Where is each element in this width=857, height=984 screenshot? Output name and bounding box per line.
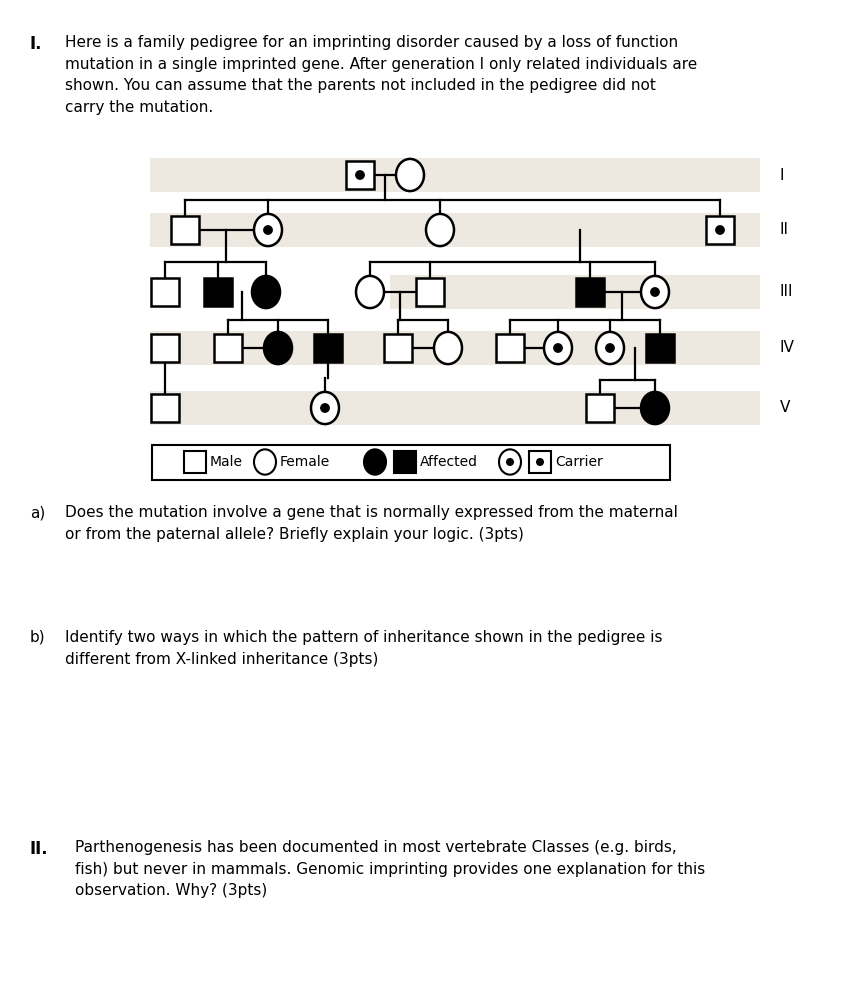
Bar [496, 334, 524, 362]
Bar [346, 161, 374, 189]
Ellipse shape [252, 276, 280, 308]
Bar [204, 278, 232, 306]
Ellipse shape [396, 158, 424, 191]
Bar [150, 213, 760, 247]
Circle shape [506, 459, 513, 465]
Circle shape [536, 459, 543, 465]
Text: II: II [780, 222, 789, 237]
Circle shape [264, 225, 273, 234]
Text: Affected: Affected [420, 455, 478, 469]
Bar [384, 334, 412, 362]
Ellipse shape [434, 332, 462, 364]
Bar [390, 275, 760, 309]
Bar [576, 278, 604, 306]
Circle shape [356, 171, 364, 179]
Bar [586, 394, 614, 422]
Text: a): a) [30, 505, 45, 520]
Text: I: I [780, 167, 784, 182]
Text: b): b) [30, 630, 45, 645]
Ellipse shape [544, 332, 572, 364]
Text: IV: IV [780, 340, 795, 355]
Text: V: V [780, 400, 790, 415]
Circle shape [321, 403, 329, 412]
Bar [150, 158, 760, 192]
Bar [150, 391, 760, 425]
Ellipse shape [499, 450, 521, 474]
Text: Parthenogenesis has been documented in most vertebrate Classes (e.g. birds,
fish: Parthenogenesis has been documented in m… [75, 840, 705, 898]
Text: Female: Female [280, 455, 330, 469]
Bar [214, 334, 242, 362]
Bar [394, 451, 416, 473]
Circle shape [716, 225, 724, 234]
Bar [151, 394, 179, 422]
Text: Identify two ways in which the pattern of inheritance shown in the pedigree is
d: Identify two ways in which the pattern o… [65, 630, 662, 666]
Ellipse shape [254, 450, 276, 474]
Bar [151, 278, 179, 306]
Ellipse shape [254, 214, 282, 246]
Ellipse shape [356, 276, 384, 308]
Ellipse shape [641, 276, 669, 308]
Text: II.: II. [30, 840, 49, 858]
Circle shape [554, 343, 562, 352]
Circle shape [650, 287, 659, 296]
Bar [646, 334, 674, 362]
Ellipse shape [641, 392, 669, 424]
Text: Male: Male [210, 455, 243, 469]
Text: Carrier: Carrier [555, 455, 602, 469]
Ellipse shape [364, 450, 386, 474]
Ellipse shape [596, 332, 624, 364]
Ellipse shape [311, 392, 339, 424]
Circle shape [606, 343, 614, 352]
Bar [150, 331, 760, 365]
Bar [171, 216, 199, 244]
Text: III: III [780, 284, 794, 299]
Text: I.: I. [30, 35, 43, 53]
Bar [151, 334, 179, 362]
Ellipse shape [426, 214, 454, 246]
Text: Does the mutation involve a gene that is normally expressed from the maternal
or: Does the mutation involve a gene that is… [65, 505, 678, 541]
Text: Here is a family pedigree for an imprinting disorder caused by a loss of functio: Here is a family pedigree for an imprint… [65, 35, 698, 115]
Bar [314, 334, 342, 362]
Bar [706, 216, 734, 244]
Bar [184, 451, 206, 473]
Bar [529, 451, 551, 473]
Bar [152, 445, 670, 480]
Ellipse shape [264, 332, 292, 364]
Bar [416, 278, 444, 306]
